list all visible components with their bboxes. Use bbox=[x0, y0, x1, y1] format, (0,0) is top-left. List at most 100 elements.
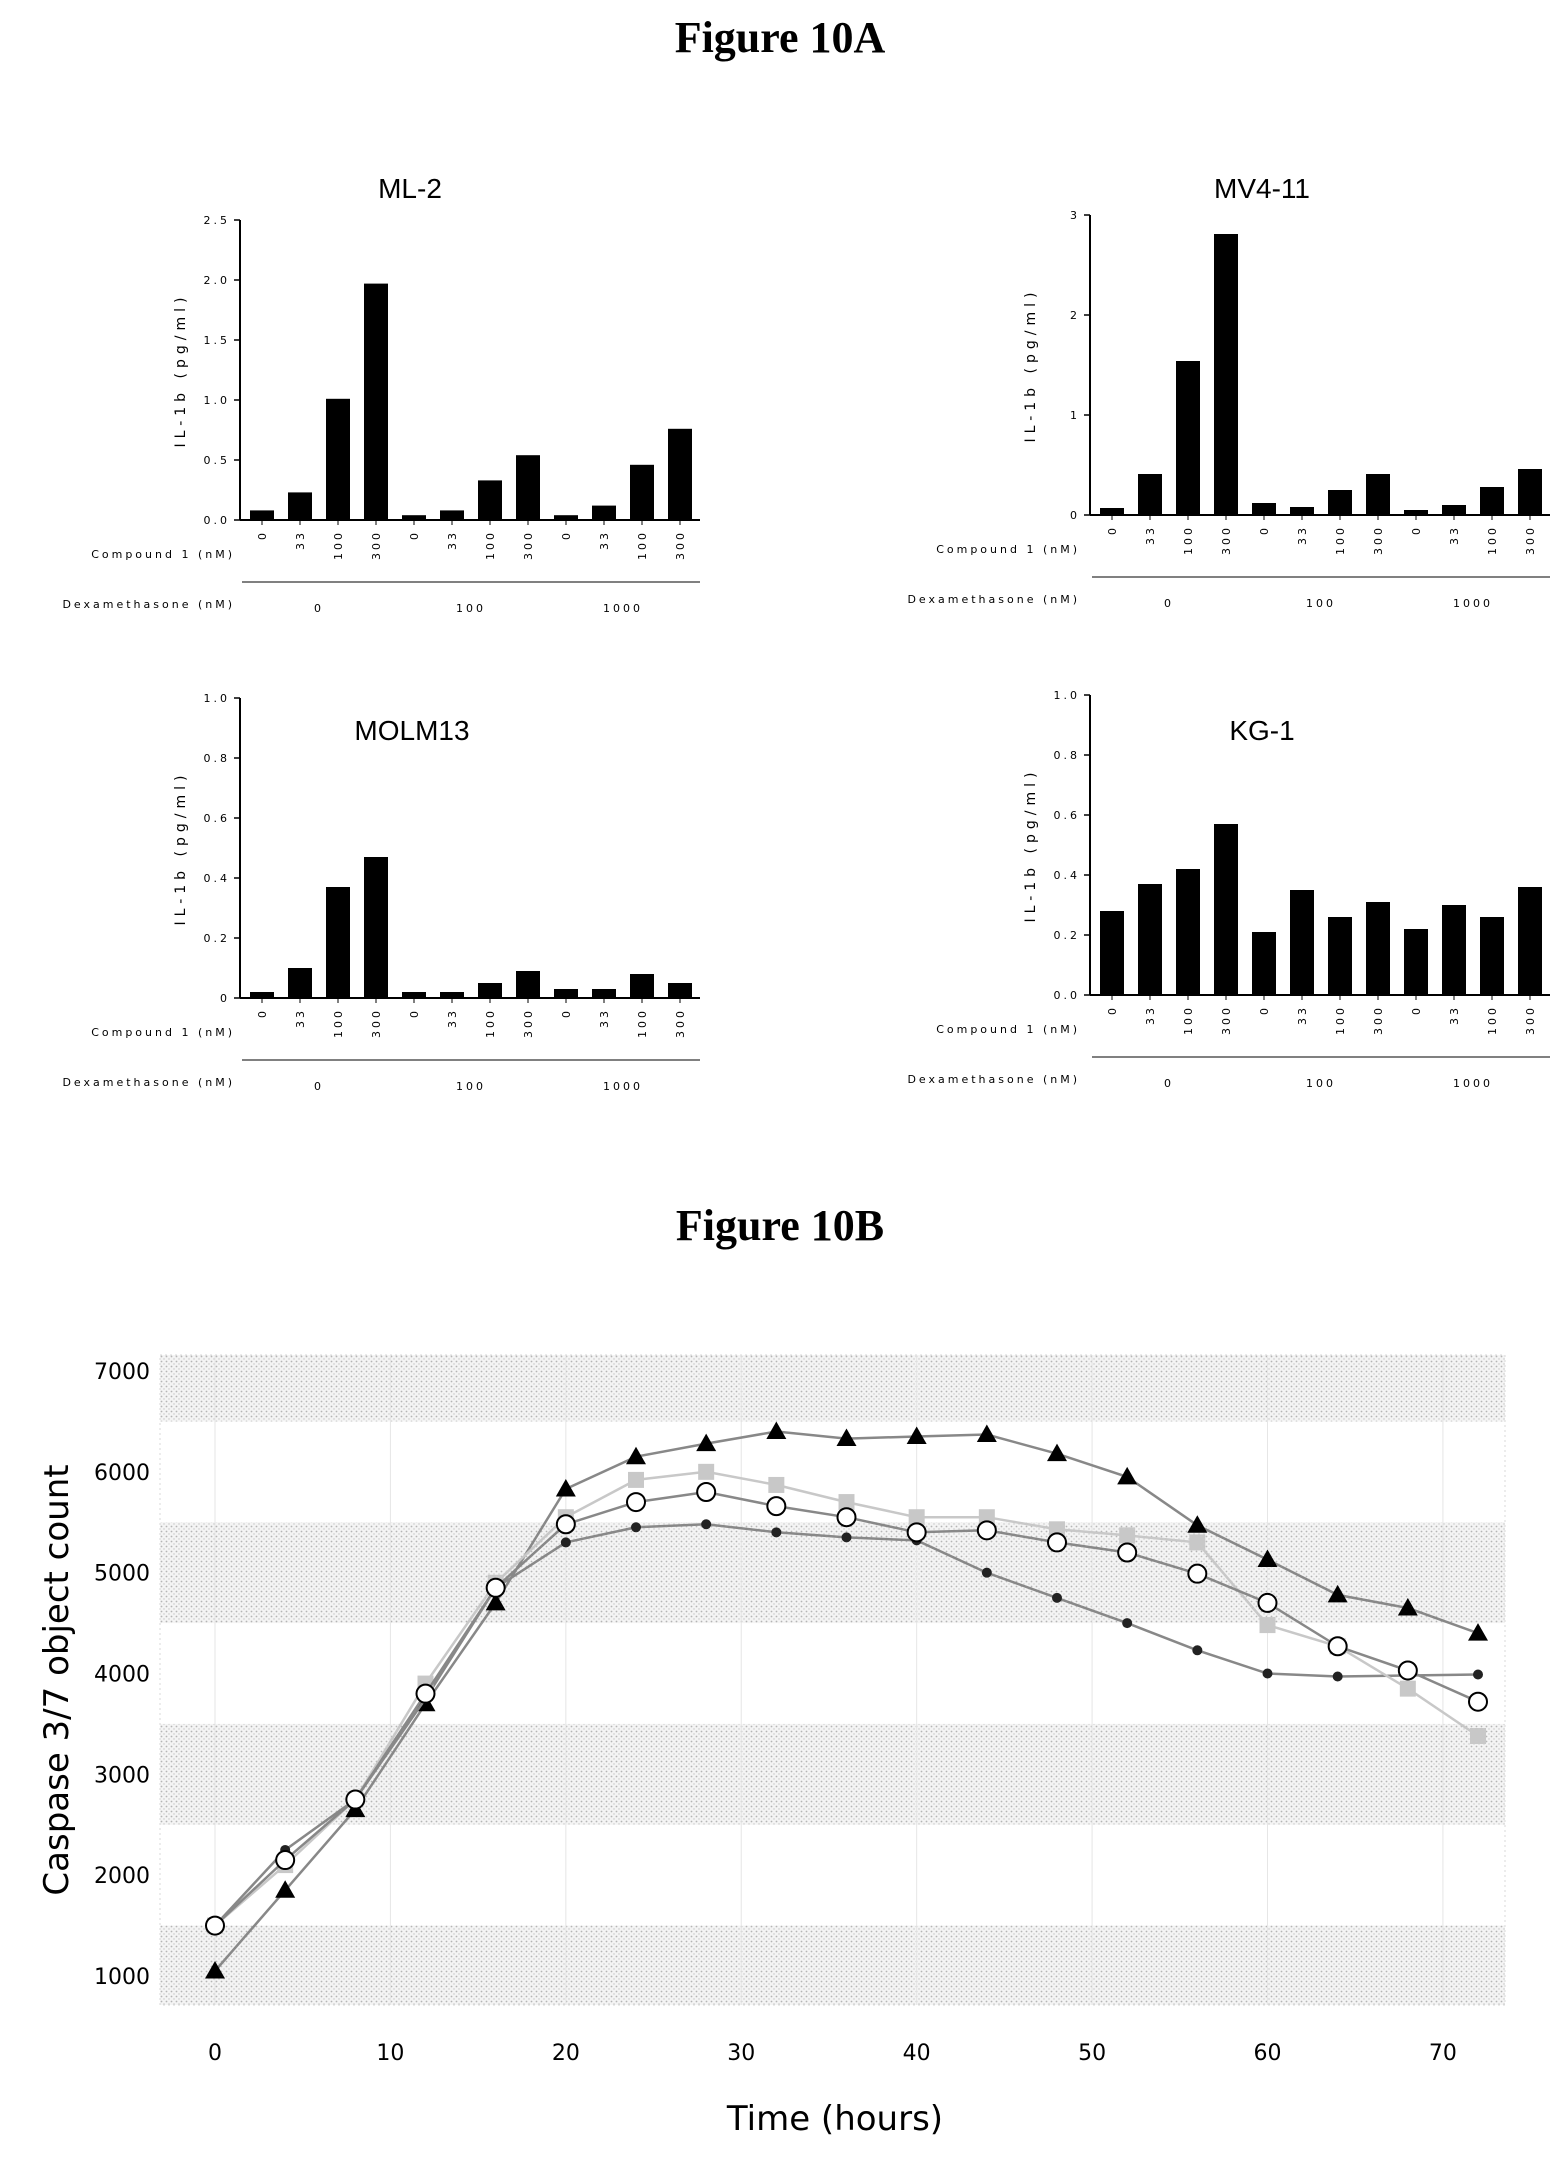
y-tick-label: 0.2 bbox=[204, 932, 231, 945]
bar bbox=[1328, 490, 1352, 515]
point-triangle bbox=[1257, 1549, 1278, 1568]
bar-chart-0: ML-2 0.0 0.5 1.0 1.5 2.0 2.5 IL-1b (pg/ml) 0 33 10… bbox=[62, 173, 700, 615]
x-tick-label: 33 bbox=[1448, 525, 1461, 545]
point-diamond bbox=[771, 1527, 782, 1538]
y-tick-label: 0.4 bbox=[1054, 869, 1081, 882]
bar bbox=[1290, 890, 1314, 995]
x-tick-label: 300 bbox=[1220, 525, 1233, 555]
x-tick-label: 300 bbox=[370, 1008, 383, 1038]
y-axis-label: IL-1b (pg/ml) bbox=[1023, 768, 1039, 923]
x-tick-label: 33 bbox=[598, 1008, 611, 1028]
y-tick-label: 6000 bbox=[94, 1461, 150, 1486]
point-circle bbox=[976, 1520, 997, 1541]
caspase-line-chart: 1000 2000 3000 4000 5000 6000 7000 0 10 20 30 40 50 6… bbox=[37, 1354, 1506, 2139]
dexamethasone-row-label: Dexamethasone (nM) bbox=[62, 1076, 235, 1089]
point-diamond bbox=[560, 1537, 571, 1548]
y-tick-label: 7000 bbox=[94, 1360, 150, 1385]
point-circle bbox=[766, 1496, 787, 1517]
bar bbox=[288, 492, 312, 520]
point-square bbox=[1259, 1617, 1276, 1634]
point-triangle bbox=[906, 1426, 927, 1445]
bar bbox=[554, 515, 578, 520]
bar bbox=[1176, 869, 1200, 995]
point-triangle bbox=[1468, 1623, 1488, 1641]
group-label: 100 bbox=[1306, 597, 1336, 610]
bar bbox=[1290, 507, 1314, 515]
chart-title: MV4-11 bbox=[1214, 173, 1310, 204]
point-square bbox=[628, 1471, 644, 1488]
group-label: 1000 bbox=[1453, 597, 1493, 610]
grid-band bbox=[160, 1355, 1505, 1422]
point-square bbox=[1189, 1534, 1206, 1551]
point-circle bbox=[345, 1789, 366, 1810]
point-diamond bbox=[1192, 1645, 1203, 1656]
x-tick-label: 300 bbox=[1220, 1005, 1233, 1035]
y-tick-label: 2.5 bbox=[204, 214, 231, 227]
x-tick-label: 100 bbox=[332, 530, 345, 560]
point-circle bbox=[1187, 1563, 1208, 1584]
group-label: 100 bbox=[456, 1080, 486, 1093]
x-axis-label: Time (hours) bbox=[726, 2099, 943, 2139]
bar bbox=[668, 428, 692, 520]
chart-title: MOLM13 bbox=[354, 715, 469, 746]
point-square bbox=[838, 1494, 855, 1511]
x-tick-label: 300 bbox=[522, 530, 535, 560]
x-tick-label: 0 bbox=[1106, 1005, 1119, 1015]
bar bbox=[1138, 474, 1162, 515]
y-tick-label: 1.0 bbox=[204, 692, 231, 705]
group-label: 100 bbox=[1306, 1077, 1336, 1090]
compound-row-label: Compound 1 (nM) bbox=[91, 548, 235, 561]
bar bbox=[288, 968, 312, 998]
x-tick-label: 60 bbox=[1254, 2041, 1282, 2066]
point-circle bbox=[836, 1507, 857, 1528]
x-tick-label: 100 bbox=[1334, 1005, 1347, 1035]
x-tick-label: 30 bbox=[727, 2041, 755, 2066]
y-tick-label: 1.0 bbox=[1054, 689, 1081, 702]
point-triangle bbox=[275, 1880, 296, 1898]
point-circle bbox=[1327, 1636, 1348, 1657]
bar-charts-panel: ML-20.00.51.01.52.02.5IL-1b (pg/ml)0 33 10… bbox=[62, 173, 1550, 1093]
x-tick-label: 10 bbox=[376, 2041, 404, 2066]
grid-band bbox=[160, 1925, 1505, 2005]
bar bbox=[1404, 510, 1428, 515]
dexamethasone-row-label: Dexamethasone (nM) bbox=[907, 1073, 1080, 1086]
bar bbox=[364, 283, 388, 520]
x-tick-label: 300 bbox=[674, 530, 687, 560]
dexamethasone-row-label: Dexamethasone (nM) bbox=[62, 598, 235, 611]
bar bbox=[1328, 917, 1352, 995]
bar bbox=[516, 455, 540, 520]
point-circle bbox=[485, 1577, 506, 1598]
x-tick-label: 100 bbox=[636, 530, 649, 560]
y-tick-label: 0.6 bbox=[1054, 809, 1081, 822]
bar-chart-3: KG-1 0.0 0.2 0.4 0.6 0.8 1.0 IL-1b (pg/ml) 0 33 10… bbox=[907, 689, 1550, 1090]
x-tick-label: 0 bbox=[1410, 1005, 1423, 1015]
y-tick-label: 1 bbox=[1070, 409, 1080, 422]
x-tick-label: 100 bbox=[636, 1008, 649, 1038]
point-diamond bbox=[981, 1567, 992, 1578]
bar bbox=[1100, 508, 1124, 515]
bar bbox=[1366, 902, 1390, 995]
point-triangle bbox=[1047, 1443, 1067, 1462]
figure-b-title: Figure 10B bbox=[675, 1201, 885, 1250]
y-tick-label: 4000 bbox=[94, 1663, 150, 1688]
bar-chart-1: MV4-11 0 1 2 3 IL-1b (pg/ml) 0 33 100 300 0 33 100 30… bbox=[907, 173, 1550, 610]
point-diamond bbox=[701, 1519, 712, 1530]
bar bbox=[326, 398, 350, 520]
x-tick-label: 33 bbox=[446, 1008, 459, 1028]
point-circle bbox=[275, 1850, 296, 1871]
point-triangle bbox=[1117, 1466, 1138, 1485]
point-diamond bbox=[1122, 1618, 1133, 1629]
y-tick-label: 0.8 bbox=[1054, 749, 1081, 762]
bar bbox=[402, 515, 426, 520]
y-tick-label: 0.0 bbox=[204, 514, 231, 527]
bar bbox=[1252, 503, 1276, 515]
x-tick-label: 100 bbox=[332, 1008, 345, 1038]
x-tick-label: 300 bbox=[674, 1008, 687, 1038]
group-label: 0 bbox=[1164, 1077, 1174, 1090]
group-label: 1000 bbox=[603, 1080, 643, 1093]
x-tick-label: 20 bbox=[552, 2041, 580, 2066]
y-tick-label: 1.0 bbox=[204, 394, 231, 407]
x-tick-label: 300 bbox=[522, 1008, 535, 1038]
x-tick-label: 100 bbox=[1334, 525, 1347, 555]
y-tick-label: 0.5 bbox=[204, 454, 231, 467]
